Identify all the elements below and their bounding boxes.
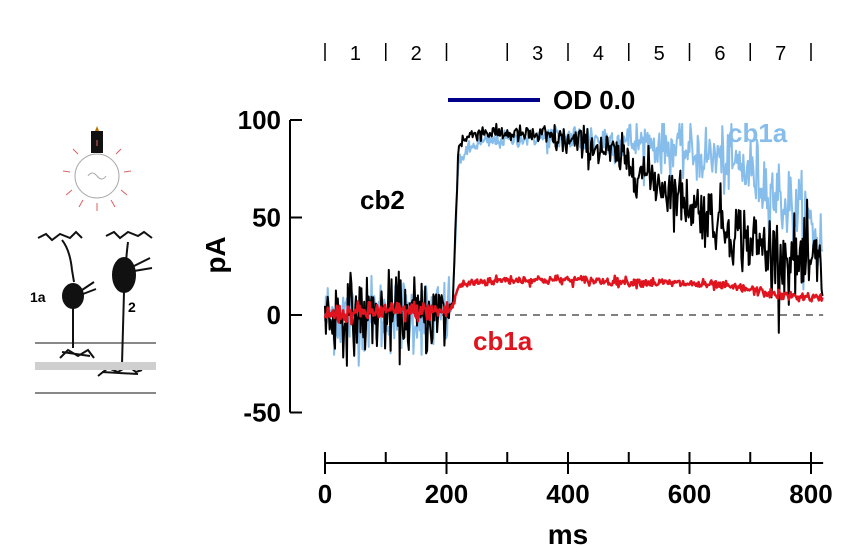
segment-label: 2	[411, 43, 422, 65]
segment-label: 7	[775, 43, 786, 65]
y-axis-title: pA	[200, 236, 231, 273]
cell-label-1a: 1a	[30, 289, 46, 305]
layer-band	[35, 362, 156, 370]
light-bulb-icon	[62, 126, 132, 211]
bipolar-cell-1a	[37, 230, 97, 359]
segment-label: 4	[593, 43, 604, 65]
x-tick-label: 600	[668, 479, 711, 509]
axes: -50 0 50 100 0 200 400 600 800 ms pA	[200, 105, 833, 547]
x-tick-label: 400	[546, 479, 589, 509]
series-line-2	[323, 274, 824, 326]
x-tick-label: 800	[789, 479, 832, 509]
segment-label: 6	[714, 43, 725, 65]
series-line-0	[324, 122, 824, 367]
x-tick-label: 200	[425, 479, 468, 509]
segment-label: 3	[532, 43, 543, 65]
y-tick-label: -50	[243, 398, 281, 428]
series-line-1	[324, 122, 824, 367]
stimulus-label: OD 0.0	[553, 85, 635, 115]
series-annotation: cb2	[360, 185, 405, 215]
x-axis-title: ms	[548, 519, 588, 547]
stimulus-bar: OD 0.0	[448, 85, 635, 115]
cell-label-2: 2	[128, 299, 136, 315]
y-tick-label: 100	[238, 105, 281, 135]
y-tick-label: 50	[252, 203, 281, 233]
segment-markers: 1 2 3 4 5 6 7	[324, 43, 812, 65]
annotations: cb2 cb1a cb1a	[360, 118, 788, 356]
series-group	[323, 122, 824, 367]
bipolar-cell-2	[97, 230, 153, 377]
retina-schematic: 1a 2	[30, 126, 156, 394]
segment-label: 5	[654, 43, 665, 65]
x-tick-label: 0	[318, 479, 332, 509]
y-tick-label: 0	[267, 300, 281, 330]
segment-label: 1	[350, 43, 361, 65]
series-annotation: cb1a	[473, 326, 533, 356]
series-annotation: cb1a	[728, 118, 788, 148]
